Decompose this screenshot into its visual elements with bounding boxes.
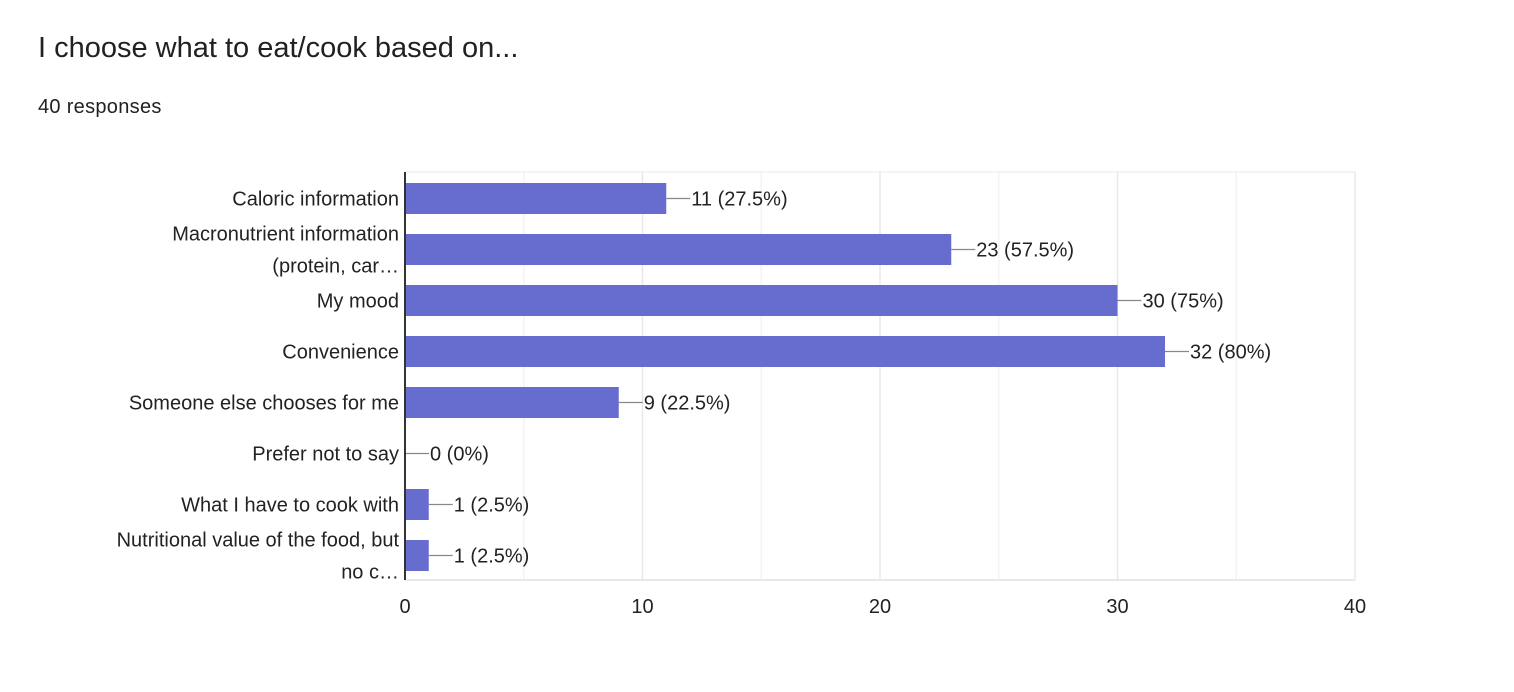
category-label: Prefer not to say: [252, 444, 399, 466]
x-tick-label: 30: [1106, 596, 1128, 618]
data-label: 30 (75%): [1143, 291, 1224, 313]
x-tick-label: 0: [399, 596, 410, 618]
data-label: 0 (0%): [430, 444, 489, 466]
category-label: (protein, car…: [272, 256, 399, 278]
category-label: no c…: [341, 562, 399, 584]
data-label: 1 (2.5%): [454, 546, 530, 568]
x-tick-label: 10: [631, 596, 653, 618]
category-label: My mood: [317, 291, 399, 313]
data-label: 32 (80%): [1190, 342, 1271, 364]
bar: [405, 489, 429, 520]
data-label: 11 (27.5%): [691, 189, 787, 211]
category-label: Someone else chooses for me: [129, 393, 399, 415]
category-label: Convenience: [282, 342, 399, 364]
response-count: 40 responses: [38, 96, 162, 118]
bar: [405, 234, 952, 265]
x-tick-label: 40: [1344, 596, 1366, 618]
bar: [405, 285, 1118, 316]
data-label: 1 (2.5%): [454, 495, 530, 517]
category-label: What I have to cook with: [181, 495, 399, 517]
bar: [405, 336, 1165, 367]
chart-title: I choose what to eat/cook based on...: [38, 32, 519, 64]
bar: [405, 540, 429, 571]
bar: [405, 183, 667, 214]
data-label: 9 (22.5%): [644, 393, 731, 415]
bar: [405, 387, 619, 418]
x-tick-label: 20: [869, 596, 891, 618]
category-label: Macronutrient information: [172, 224, 399, 246]
category-label: Caloric information: [232, 189, 399, 211]
category-label: Nutritional value of the food, but: [117, 530, 400, 552]
data-label: 23 (57.5%): [976, 240, 1074, 262]
